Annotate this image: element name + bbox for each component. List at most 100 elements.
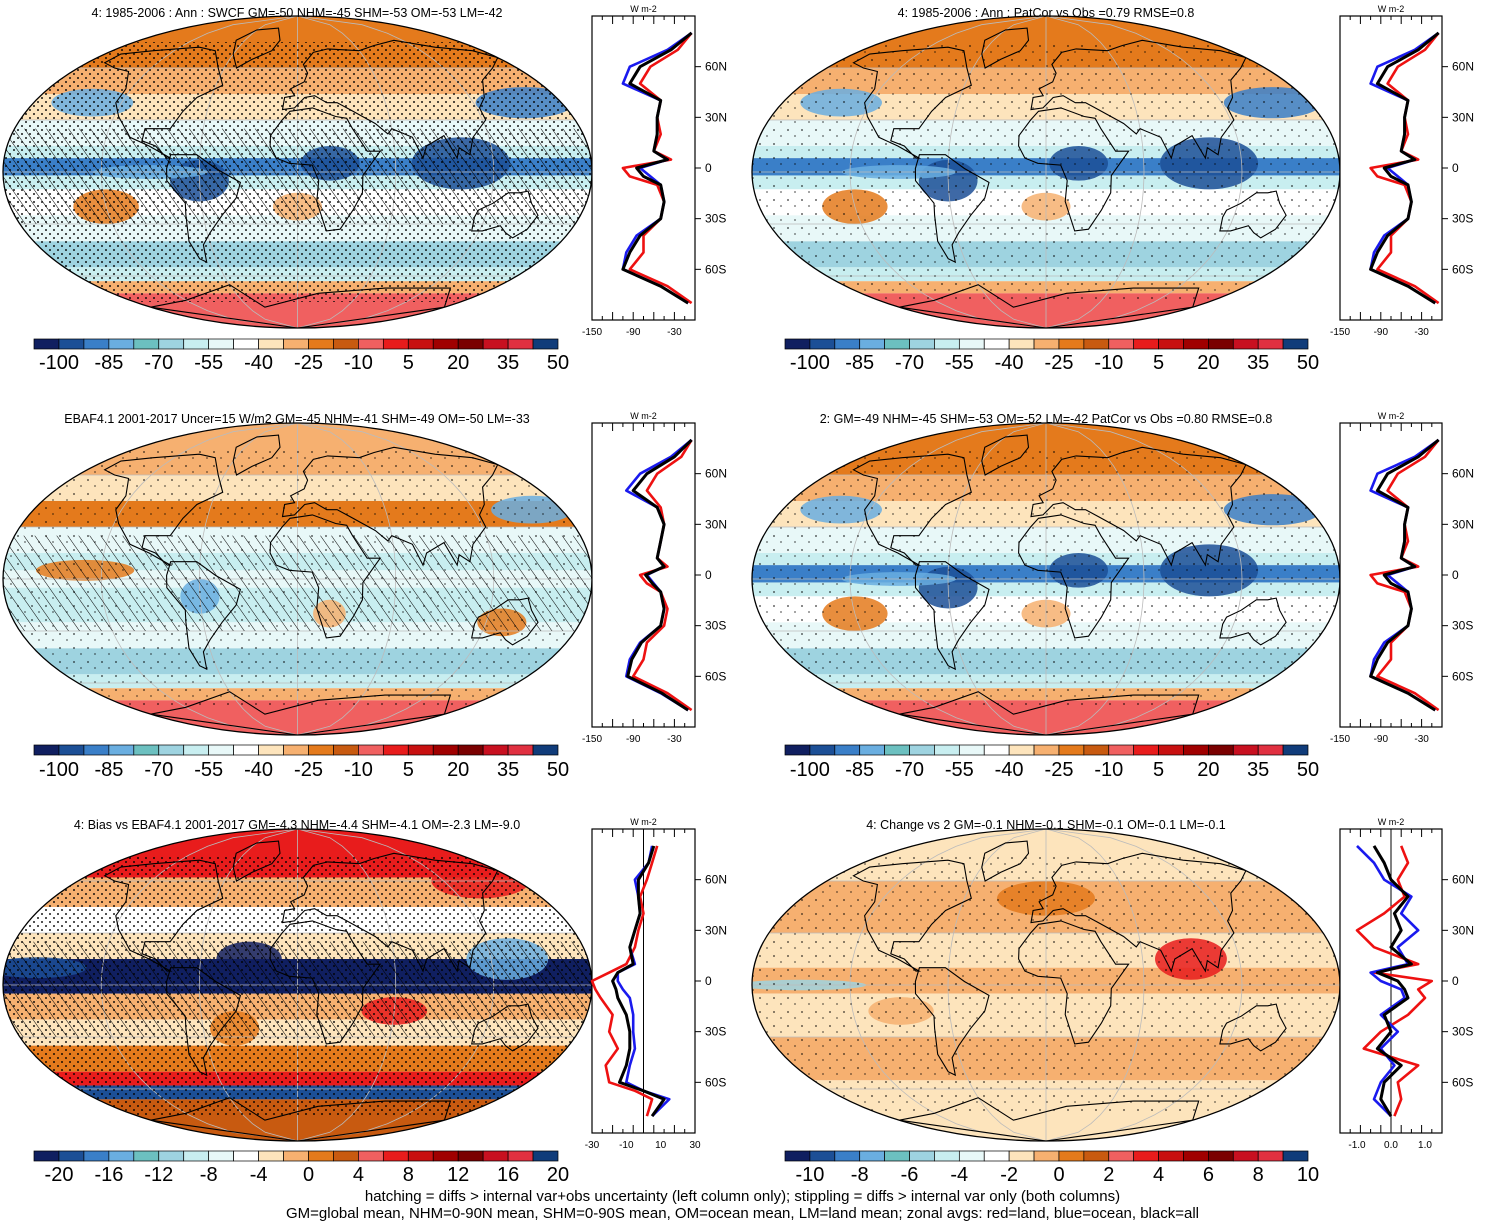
zonal-mean-panel-5: W m-2 -30 -10 10 30 60N 30N 0 30S 60S (585, 817, 727, 1151)
colorbar-swatch (834, 338, 861, 350)
zonal-xtick-label: 30 (689, 1140, 701, 1151)
colorbar-label: 16 (496, 1164, 520, 1186)
colorbar-label: 12 (447, 1164, 470, 1186)
lat-tick-label: 60S (705, 1075, 726, 1089)
colorbar-swatch (432, 1150, 459, 1162)
colorbar-swatch (809, 1150, 836, 1162)
colorbar-swatch (333, 744, 359, 756)
colorbar-label: -6 (900, 1164, 919, 1186)
zonal-xtick-label: 10 (655, 1140, 667, 1151)
colorbar-label: -25 (294, 352, 323, 374)
colorbar-swatch (258, 744, 284, 756)
colorbar-swatch (158, 744, 185, 756)
zonal-line-land (1369, 439, 1440, 712)
colorbar-label: 10 (1296, 1164, 1320, 1186)
colorbar-swatch (834, 1150, 861, 1162)
colorbar-label: -100 (38, 759, 80, 781)
zonal-xtick-label: -10 (619, 1140, 634, 1151)
colorbar-swatch (809, 338, 836, 350)
colorbar-swatch (909, 1150, 935, 1162)
colorbar-label: -25 (294, 759, 323, 781)
colorbar-swatch (983, 744, 1010, 756)
colorbar-swatch (208, 338, 234, 350)
zonal-line-land (1355, 845, 1434, 1117)
zonal-unit-label: W m-2 (630, 817, 657, 827)
colorbar-label: 50 (1296, 759, 1320, 781)
zonal-mean-panel-3: W m-2 -150 -90 -30 60N 30N 0 30S 60S (582, 411, 727, 745)
significance-overlay (3, 449, 592, 709)
colorbar-label: -85 (94, 352, 124, 374)
lat-tick-label: 0 (1452, 568, 1459, 582)
colorbar-1 (33, 338, 559, 350)
lat-tick-label: 30N (705, 923, 727, 937)
zonal-line-land (590, 845, 659, 1117)
colorbar-swatch (208, 744, 234, 756)
zonal-xtick-label: -90 (1374, 327, 1389, 338)
colorbar-swatch (884, 1150, 910, 1162)
colorbar-swatch (308, 744, 334, 756)
map-panel-2 (751, 15, 1341, 329)
colorbar-label: -40 (244, 759, 274, 781)
colorbar-label: -70 (144, 759, 174, 781)
colorbar-label: 20 (1197, 759, 1220, 781)
colorbar-label: -100 (38, 352, 80, 374)
colorbar-swatch (1208, 744, 1234, 756)
lat-tick-label: 60S (1452, 1075, 1473, 1089)
colorbar-swatch (1158, 338, 1184, 350)
colorbar-4 (784, 744, 1309, 756)
significance-overlay (3, 42, 592, 302)
colorbar-label: 50 (546, 759, 570, 781)
colorbar-swatch (1058, 1150, 1085, 1162)
colorbar-swatch (333, 1150, 359, 1162)
map-panel-3 (2, 422, 593, 736)
colorbar-swatch (859, 338, 885, 350)
colorbar-label: 4 (1153, 1164, 1165, 1186)
map-panel-5 (2, 828, 593, 1142)
colorbar-swatch (1083, 1150, 1110, 1162)
colorbar-swatch (133, 338, 160, 350)
colorbar-label: -70 (895, 759, 924, 781)
colorbar-label: -55 (944, 759, 974, 781)
colorbar-swatch (507, 1150, 534, 1162)
lat-tick-label: 60N (705, 873, 727, 887)
lat-tick-label: 30S (1452, 1025, 1473, 1039)
colorbar-swatch (482, 338, 509, 350)
colorbar-swatch (58, 744, 85, 756)
colorbar-swatch (108, 338, 135, 350)
colorbar-swatch (333, 338, 359, 350)
colorbar-label: -25 (1044, 759, 1074, 781)
colorbar-label: -85 (94, 759, 124, 781)
lat-tick-label: 60N (705, 467, 727, 481)
lat-tick-label: 30S (705, 212, 726, 226)
lat-tick-label: 0 (705, 974, 712, 988)
zonal-mean-panel-1: W m-2 -150 -90 -30 60N 30N 0 30S 60S (582, 4, 727, 338)
colorbar-swatch (382, 1150, 409, 1162)
zonal-line-all (626, 438, 693, 712)
colorbar-swatch (909, 338, 935, 350)
colorbar-swatch (457, 338, 484, 350)
zonal-line-land (1369, 32, 1440, 305)
colorbar-label: -8 (850, 1164, 869, 1186)
colorbar-label: 6 (1202, 1164, 1214, 1186)
zonal-line-land (631, 439, 693, 712)
colorbar-label: -55 (194, 759, 224, 781)
colorbar-swatch (258, 1150, 284, 1162)
colorbar-swatch (33, 338, 60, 350)
colorbar-swatch (532, 744, 559, 756)
map-panel-1 (2, 15, 593, 329)
colorbar-swatch (407, 744, 434, 756)
colorbar-label: -4 (950, 1164, 969, 1186)
zonal-mean-panel-6: W m-2 -1.0 0.0 1.0 60N 30N 0 30S 60S (1339, 817, 1474, 1151)
zonal-xtick-label: 1.0 (1418, 1140, 1432, 1151)
lat-tick-label: 30N (1452, 923, 1474, 937)
colorbar-label: 20 (1197, 352, 1220, 374)
colorbar-label: -10 (1094, 352, 1124, 374)
colorbar-label: -4 (249, 1164, 268, 1186)
colorbar-label: -40 (994, 759, 1024, 781)
colorbar-swatch (507, 744, 534, 756)
lat-tick-label: 0 (1452, 974, 1459, 988)
colorbar-swatch (1008, 338, 1035, 350)
footer-line-2: GM=global mean, NHM=0-90N mean, SHM=0-90… (285, 1205, 1199, 1222)
lat-tick-label: 0 (1452, 161, 1459, 175)
